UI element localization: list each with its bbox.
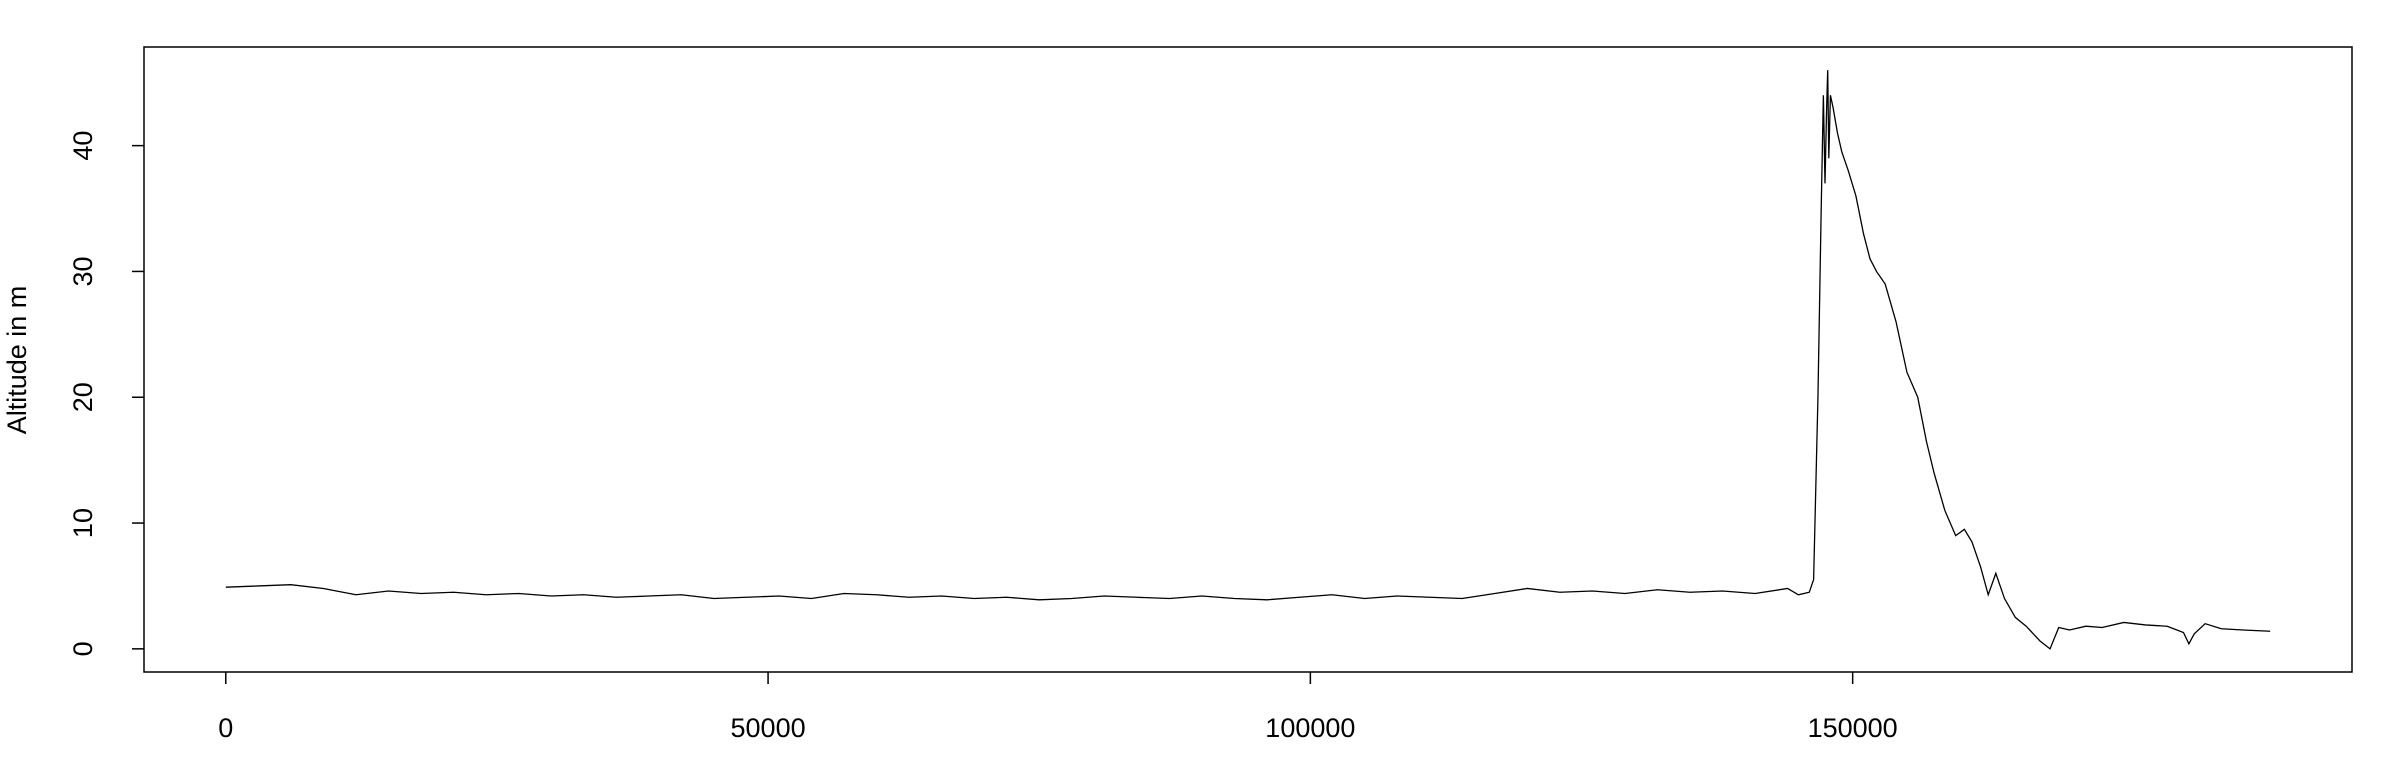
x-tick-label: 100000 <box>1265 713 1355 743</box>
y-tick-label: 40 <box>68 131 98 161</box>
x-tick-label: 50000 <box>731 713 806 743</box>
x-tick-label: 150000 <box>1808 713 1898 743</box>
y-tick-label: 30 <box>68 256 98 286</box>
y-tick-label: 10 <box>68 508 98 538</box>
x-tick-label: 0 <box>218 713 233 743</box>
y-tick-label: 0 <box>68 641 98 656</box>
y-axis-label: Altitude in m <box>2 286 32 435</box>
data-line <box>225 70 2271 650</box>
y-tick-label: 20 <box>68 382 98 412</box>
plot-frame <box>143 46 2353 673</box>
